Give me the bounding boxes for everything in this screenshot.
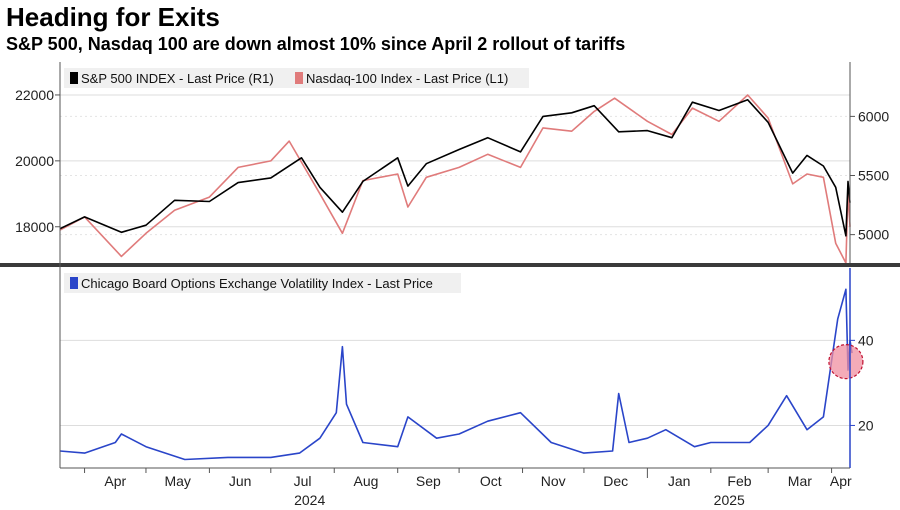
x-tick-label: Jun: [229, 473, 252, 489]
ndx-legend-label: Nasdaq-100 Index - Last Price (L1): [306, 71, 508, 86]
top-right-tick-label: 5500: [858, 168, 889, 184]
x-tick-label: May: [164, 473, 190, 489]
x-tick-label: Jul: [294, 473, 312, 489]
ndx-series-line: [59, 94, 851, 264]
x-axis: Apr May Jun Jul Aug Sep Oct Nov Dec Jan Feb Mar Apr 2…: [84, 468, 852, 508]
top-legend: S&P 500 INDEX - Last Price (R1) Nasdaq-1…: [64, 68, 529, 88]
top-right-axis: 5000 5500 6000: [850, 108, 889, 243]
top-series-group: [59, 94, 851, 264]
bottom-series-group: [59, 288, 864, 461]
spx-legend-swatch: [70, 72, 78, 84]
top-left-tick-label: 18000: [15, 219, 54, 235]
x-tick-label: Apr: [104, 473, 126, 489]
x-tick-label: Nov: [541, 473, 566, 489]
top-panel-background: [60, 62, 850, 265]
highlight-circle: [828, 344, 864, 380]
top-left-tick-label: 22000: [15, 87, 54, 103]
bottom-right-tick-label: 20: [858, 417, 874, 433]
spx-legend-label: S&P 500 INDEX - Last Price (R1): [81, 71, 274, 86]
bottom-right-tick-label: 40: [858, 332, 874, 348]
vix-series-line: [59, 288, 853, 461]
panel-divider: [0, 263, 900, 267]
x-tick-label: Apr: [830, 473, 852, 489]
x-year-label: 2025: [714, 492, 745, 508]
ndx-legend-swatch: [295, 72, 303, 84]
bottom-grid: [60, 339, 850, 426]
top-right-tick-label: 5000: [858, 227, 889, 243]
page-subtitle: S&P 500, Nasdaq 100 are down almost 10% …: [6, 34, 626, 54]
top-grid: [60, 94, 850, 236]
x-tick-label: Aug: [354, 473, 379, 489]
bottom-legend: Chicago Board Options Exchange Volatilit…: [64, 273, 461, 293]
top-left-axis: 18000 20000 22000: [15, 87, 60, 235]
spx-series-line: [59, 99, 851, 237]
top-right-tick-label: 6000: [858, 108, 889, 124]
x-tick-label: Jan: [668, 473, 691, 489]
x-tick-label: Dec: [603, 473, 628, 489]
bottom-legend-background: [64, 273, 461, 293]
vix-legend-swatch: [70, 277, 78, 289]
x-tick-label: Mar: [788, 473, 812, 489]
vix-legend-label: Chicago Board Options Exchange Volatilit…: [81, 276, 433, 291]
page-title: Heading for Exits: [6, 2, 220, 32]
x-tick-label: Oct: [480, 473, 502, 489]
top-left-tick-label: 20000: [15, 153, 54, 169]
x-tick-label: Feb: [727, 473, 751, 489]
x-year-label: 2024: [294, 492, 325, 508]
x-tick-label: Sep: [416, 473, 441, 489]
